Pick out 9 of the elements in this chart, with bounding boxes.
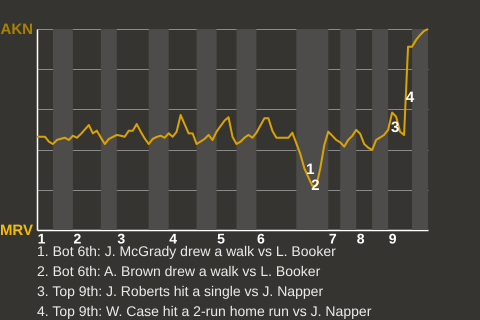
text: AKN [0, 21, 33, 38]
annotation: 3 [390, 119, 400, 136]
text: 2. Bot 6th: A. Brown drew a walk vs L. Booker [37, 262, 322, 281]
x-tick-label: 8 [356, 230, 365, 246]
text: 3. Top 9th: J. Roberts hit a single vs J. Napper [37, 282, 324, 301]
annotation: 1 [306, 161, 314, 178]
x-tick-label: 9 [388, 230, 397, 246]
text: MRV [0, 222, 33, 239]
text: 4. Top 9th: W. Case hit a 2-run home run vs J. Napper [37, 302, 372, 320]
